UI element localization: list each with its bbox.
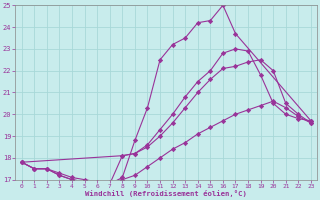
- X-axis label: Windchill (Refroidissement éolien,°C): Windchill (Refroidissement éolien,°C): [85, 190, 247, 197]
